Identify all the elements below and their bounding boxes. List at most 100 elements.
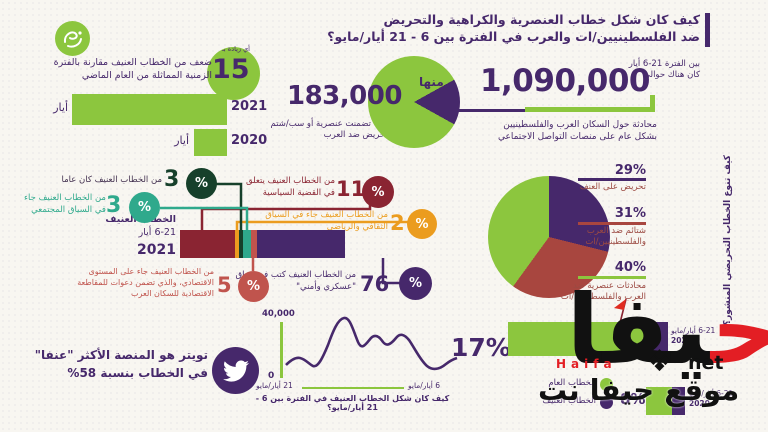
legend-general-label: الخطاب العام: [548, 378, 596, 388]
callout-societal-text1: من الخطاب العنيف جاء: [24, 193, 106, 203]
stacked-seg-political: [180, 230, 235, 258]
variety-label-racist-line1: محادثات عنصرية ضد: [572, 281, 646, 291]
callout-economic-text3: الاقتصادية للسكان العرب: [131, 289, 214, 298]
percent-sign: %: [194, 176, 209, 191]
logo-calligraphy-icon: [63, 30, 82, 48]
callout-political-value: 11: [336, 177, 366, 201]
variety-label-insults-line1: شتائم ضد العرب: [586, 226, 646, 236]
callout-general-circle: %: [186, 168, 217, 199]
page-title-line2: ضد الفلسطينيين/ات والعرب في الفترة بين 6…: [327, 29, 700, 44]
stacked-seg-societal: [243, 230, 251, 258]
percent-sign: %: [408, 276, 423, 291]
stacked-seg-general: [239, 230, 243, 258]
increase-badge-value: 15: [212, 54, 250, 85]
comparison-label-2020-line1: 6-21 أيار/مايو: [689, 389, 734, 398]
variety-rule-incitement: [578, 178, 646, 181]
flag-icon: [612, 297, 632, 324]
legend-violent-label: الخطاب العنيف: [542, 396, 596, 406]
legend-violent-dot: [600, 396, 613, 409]
variety-label-insults-line2: والفلسطينيين/ات: [585, 237, 646, 247]
callout-political-text1: من الخطاب العنيف يتعلق: [245, 176, 335, 186]
title-accent-bar: [705, 13, 710, 47]
increase-caption-line1: ضعف من الخطاب العنيف مقارنة بالفترة: [53, 57, 212, 68]
year-label-2021: 2021: [231, 99, 268, 114]
percent-sign: %: [371, 184, 385, 200]
callout-military-value: 76: [360, 272, 390, 296]
total-intro-line1: بين الفترة 21-6 أيار: [628, 59, 700, 69]
callout-economic-text1: من الخطاب العنيف جاء على المستوى: [88, 267, 214, 276]
percent-sign: %: [137, 200, 152, 215]
timeline-ymin: 0: [268, 371, 275, 381]
twitter-badge: [212, 347, 259, 394]
timeline-xlabel-left: 21 أيار/مايو: [256, 381, 293, 390]
stacked-seg-military: [257, 230, 345, 258]
variety-label-incitement: تحريض على العنف: [579, 182, 646, 192]
twitter-text-line1: تويتر هو المنصة الأكثر "عنفا": [34, 348, 208, 362]
total-intro-line2: كان هناك حوالي: [643, 70, 700, 80]
variety-rule-racist: [578, 276, 646, 279]
timeline-ymax: 40,000: [262, 309, 295, 319]
comparison-label-2021-line2: 2021: [671, 336, 692, 345]
callout-economic-circle: %: [238, 271, 269, 302]
stacked-seg-cultural: [235, 230, 239, 258]
callout-economic-value: 5: [217, 273, 232, 297]
twitter-text-line2: في الخطاب بنسبة 58%: [67, 366, 208, 380]
page-title-line1: كيف كان شكل خطاب العنصرية والكراهية والت…: [383, 12, 700, 27]
comparison-bar-2020-general: [646, 387, 672, 415]
callout-general-value: 3: [164, 167, 180, 192]
callout-general-text: من الخطاب العنيف كان عاما: [61, 175, 163, 185]
legend-general-dot: [600, 378, 613, 391]
callout-military-circle: %: [399, 267, 432, 300]
callout-societal-value: 3: [106, 193, 122, 218]
callout-cultural-circle: %: [407, 209, 437, 239]
year-label-2020: 2020: [231, 133, 268, 148]
twitter-bird-icon: [222, 359, 249, 382]
callout-societal-circle: %: [129, 192, 160, 223]
total-underline-green: [525, 107, 655, 112]
subset-pie: [368, 56, 460, 148]
callout-cultural-text2: الثقافي والرياضي: [326, 222, 388, 232]
month-label-2020: أيار: [174, 134, 189, 147]
hamleh-logo: [55, 21, 90, 56]
comparison-bar-2021-violent: [644, 322, 668, 356]
year-bar-2021: [72, 94, 227, 125]
timeline-curve: [285, 316, 458, 371]
callout-military-text1: من الخطاب العنيف كتب في سياق: [235, 270, 357, 280]
month-label-2021: أيار: [53, 101, 68, 114]
callout-societal-text2: في السياق المجتمعي: [31, 205, 106, 215]
callout-political-text2: في القضية السياسية: [262, 188, 335, 198]
percent-sign: %: [246, 279, 261, 294]
stacked-seg-economic: [251, 230, 257, 258]
timeline-xlabel-right: 6 أيار/مايو: [408, 381, 441, 390]
variety-pct-incitement: 29%: [614, 163, 646, 178]
timeline-yaxis: [280, 322, 283, 378]
increase-badge-small: أي زيادة بـ: [222, 45, 250, 53]
increase-badge-circle: [207, 47, 260, 100]
stacked-bar-label-line3: 2021: [137, 242, 176, 258]
callout-military-text2: "عسكري وأمني": [296, 282, 356, 292]
variety-pct-racist: 40%: [614, 260, 646, 275]
timeline-caption: كيف كان شكل الخطاب العنيف في الفترة بين …: [255, 394, 450, 413]
callout-cultural-value: 2: [390, 211, 405, 235]
total-caption-line1: محادثة حول السكان العرب والفلسطينيين: [503, 120, 657, 130]
comparison-pct-2021: 17%: [451, 333, 511, 362]
comparison-pct-2020: 8%: [620, 390, 646, 408]
timeline-xaxis: [302, 387, 404, 389]
total-underline-tick: [650, 95, 655, 112]
comparison-bar-2020-violent: [672, 387, 685, 415]
stacked-bar-label-line2: 6-21 أيار: [138, 227, 176, 238]
callout-political-circle: %: [362, 176, 394, 208]
increase-caption-line2: الزمنية المماثلة من العام الماضي: [81, 70, 212, 81]
variety-pct-insults: 31%: [614, 206, 646, 221]
subset-caption-line2: أو تحريض ضد العرب: [323, 130, 397, 140]
total-value: 1,090,000: [479, 63, 651, 99]
variety-rule-insults: [578, 222, 646, 225]
subset-value: 183,000: [287, 81, 402, 111]
callout-cultural-text1: من الخطاب العنيف جاء في السياق: [265, 210, 388, 220]
variety-label-racist-line2: العرب والفلسطينيين/ات: [560, 292, 646, 302]
total-caption-line2: بشكل عام على منصات التواصل الاجتماعي: [497, 132, 657, 142]
subset-caption-line1: محادثة تضمنت عنصرية أو سب/شتم: [270, 119, 397, 129]
callout-economic-text2: الاقتصادي، والذي تضمن دعوات للمقاطعة: [77, 278, 214, 287]
